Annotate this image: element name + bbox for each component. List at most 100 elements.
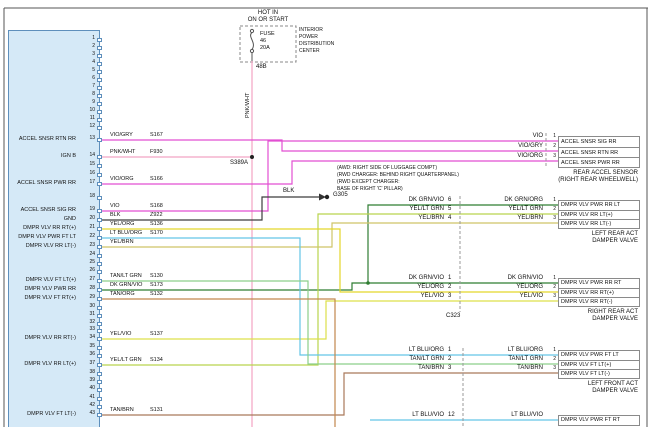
wire-vio [100, 140, 558, 212]
ground-location-note-line1: (AWD: RIGHT SIDE OF LUGGAGE COMPT) [337, 165, 438, 171]
wire-tan-org [100, 298, 336, 427]
pin-number: 19 [89, 206, 95, 212]
pin-number: 22 [89, 233, 95, 239]
pin-tick [97, 337, 102, 341]
wire-label: YEL/ORG [516, 284, 543, 290]
pin-number: 31 [89, 311, 95, 317]
wire-color-label: VIO/ORG [110, 176, 134, 182]
wire-yel-org [100, 228, 558, 293]
component-pin-row: DMPR VLV RR LT(+) [559, 210, 639, 219]
component-pin-row: DMPR VLV PWR RR RT [561, 280, 622, 286]
box-pin-number: 1 [553, 346, 556, 353]
pin-signal-label: DMPR VLV FT RT(+) [24, 295, 77, 301]
pin-number: 1 [92, 35, 95, 41]
wire-color-label: YEL/LT GRN [110, 357, 142, 363]
wire-label: DK GRN/VIO [408, 275, 444, 281]
pin-signal-label: DMPR VLV RR LT(+) [24, 361, 76, 367]
pdc-label-line4: CENTER [299, 48, 320, 54]
component-caption: DAMPER VALVE [592, 238, 638, 244]
component-caption: REAR ACCEL SENSOR [573, 170, 638, 176]
pdc-label-line2: POWER [299, 34, 318, 40]
pin-tick [97, 70, 102, 74]
fuse-icon [249, 28, 255, 61]
wire-label: DK GRN/VIO [408, 197, 444, 203]
pin-tick [97, 38, 102, 42]
wire-label: LT BLU/ORG [507, 347, 543, 353]
pin-tick [97, 209, 102, 213]
component-caption: DAMPER VALVE [592, 388, 638, 394]
wire-label: 3 [448, 293, 452, 299]
pin-number: 29 [89, 294, 95, 300]
pin-number: 42 [89, 402, 95, 408]
pin-number: 34 [89, 334, 95, 340]
wire-color-label: TAN/ORG [110, 291, 135, 297]
wire-lt-blu-org [100, 237, 558, 356]
ground-location-note-line3: (RWD EXCEPT CHARGER: [337, 179, 400, 185]
blk-wire-label: BLK [283, 188, 295, 194]
pin-tick [97, 388, 102, 392]
wire-label: VIO [532, 133, 543, 139]
splice-label: S130 [150, 273, 163, 279]
hot-in-label-line1: HOT IN [257, 10, 279, 16]
wire-color-label: TAN/LT GRN [110, 273, 142, 279]
box-pin-number: 1 [553, 196, 556, 203]
wire-label: YEL/VIO [519, 293, 543, 299]
wire-label: LT BLU/VIO [511, 412, 543, 418]
wire-tan-lt-grn [100, 280, 558, 365]
pin-tick [97, 363, 102, 367]
pin-signal-label: DMPR VLV RR RT(-) [24, 335, 76, 341]
pin-number: 17 [89, 179, 95, 185]
pin-tick [97, 164, 102, 168]
component-pin-row: DMPR VLV RR LT(-) [559, 219, 639, 228]
splice-label: S134 [150, 357, 163, 363]
pin-number: 15 [89, 161, 95, 167]
component-pin-row: DMPR VLV PWR RR LT [561, 202, 621, 208]
pin-tick [97, 102, 102, 106]
box-pin-number: 2 [553, 143, 556, 149]
wire-color-label: YEL/BRN [110, 239, 134, 245]
fuse-rating-label: 20A [260, 45, 270, 51]
component-box-rear-accel-sensor: ACCEL SNSR SIG RR ACCEL SNSR RTN RR ACCEL … [558, 136, 640, 168]
box-pin-number: 3 [553, 214, 556, 221]
wire-label: TAN/BRN [418, 365, 444, 371]
splice-label: S132 [150, 291, 163, 297]
splice-label: S137 [150, 331, 163, 337]
wire-label: 6 [448, 197, 452, 203]
wire-label: VIO/GRY [518, 143, 543, 149]
pin-number: 21 [89, 224, 95, 230]
pdc-label-line1: INTERIOR [299, 27, 323, 33]
wire-color-label: TAN/BRN [110, 407, 134, 413]
ground-location-note-line2: (RWD CHARGER: BEHIND RIGHT QUARTERPANEL) [337, 172, 459, 178]
pin-signal-label: ACCEL SNSR RTN RR [18, 136, 76, 142]
wire-label: LT BLU/ORG [408, 347, 444, 353]
pin-tick [97, 329, 102, 333]
pin-tick [97, 227, 102, 231]
wire-label: 2 [448, 356, 452, 362]
pin-number: 7 [92, 83, 95, 89]
box-pin-number: 3 [553, 153, 556, 159]
wire-color-label: VIO/GRY [110, 132, 133, 138]
splice-label: Z922 [150, 212, 163, 218]
pin-tick [97, 354, 102, 358]
wire-label: 3 [448, 365, 452, 371]
component-box-right-rear-damper-valve: DMPR VLV PWR RR RT DMPR VLV RR RT(+) DMPR … [558, 278, 640, 307]
component-pin-row: DMPR VLV RR RT(+) [559, 288, 639, 297]
wire-label: 12 [448, 412, 455, 418]
pin-tick [97, 372, 102, 376]
pin-signal-label: IGN B [61, 153, 76, 159]
wire-label: YEL/LT GRN [508, 206, 543, 212]
splice-label: S166 [150, 176, 163, 182]
component-caption: DAMPER VALVE [592, 316, 638, 322]
pin-tick [97, 138, 102, 142]
component-box-left-rear-damper-valve: DMPR VLV PWR RR LT DMPR VLV RR LT(+) DMPR … [558, 200, 640, 229]
box-pin-number: 3 [553, 292, 556, 299]
pin-number: 23 [89, 242, 95, 248]
wire-yel-vio [100, 300, 558, 340]
pin-tick [97, 270, 102, 274]
pin-number: 39 [89, 377, 95, 383]
box-pin-number: 2 [553, 205, 556, 212]
wire-label: 2 [448, 284, 452, 290]
pin-tick [97, 245, 102, 249]
pin-number: 41 [89, 394, 95, 400]
